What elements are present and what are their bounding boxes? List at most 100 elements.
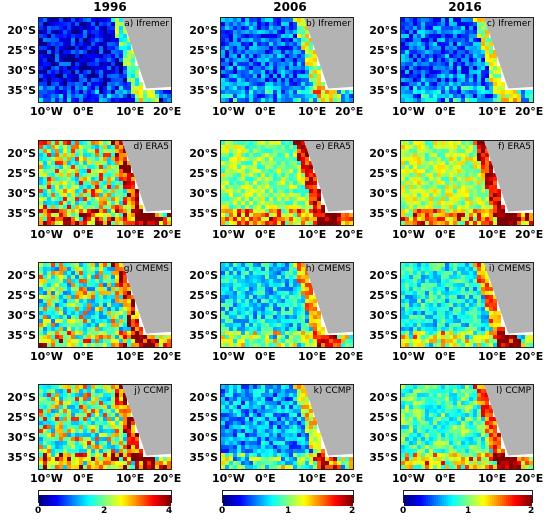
lat-tick-label: 20°S <box>7 147 36 160</box>
colorbar-swatch <box>300 495 303 506</box>
lat-tick-label: 20°S <box>369 24 398 37</box>
colorbar-swatch <box>338 495 342 506</box>
colorbar-swatch <box>283 495 287 506</box>
colorbar-swatch <box>514 495 517 506</box>
lat-tick-label: 30°S <box>7 431 36 444</box>
colorbar-1996-tick-2: 4 <box>166 506 173 516</box>
colorbar-swatch <box>117 495 121 506</box>
lat-tick-label: 30°S <box>369 64 398 77</box>
colorbar-swatch <box>440 495 443 506</box>
land-mask <box>122 263 171 334</box>
lon-tick-label: 20°E <box>153 472 182 485</box>
colorbar-swatch <box>342 495 346 506</box>
lat-tick-label: 25°S <box>189 167 218 180</box>
lat-tick-label: 30°S <box>189 187 218 200</box>
colorbar-swatch <box>78 495 81 506</box>
colorbar-swatch <box>148 495 151 506</box>
lon-tick-label: 10°E <box>298 472 327 485</box>
lon-tick-label: 0°E <box>435 350 456 363</box>
lat-tick-label: 30°S <box>189 431 218 444</box>
colorbar-1996-tick-1: 2 <box>101 506 108 516</box>
lat-tick-label: 20°S <box>189 269 218 282</box>
colorbar-swatch <box>150 495 154 506</box>
colorbar-swatch <box>166 495 170 506</box>
lat-tick-label: 30°S <box>369 187 398 200</box>
lon-tick-label: 0°E <box>435 472 456 485</box>
colorbar-swatch <box>480 495 483 506</box>
lat-tick-label: 30°S <box>369 431 398 444</box>
colorbar-swatch <box>462 495 465 506</box>
colorbar-swatch <box>45 495 48 506</box>
lon-tick-label: 0°E <box>255 105 276 118</box>
colorbar-swatch <box>312 495 316 506</box>
panel-label: k) CCMP <box>313 386 351 396</box>
panel-label: l) CCMP <box>496 386 531 396</box>
land-mask <box>484 141 533 212</box>
colorbar-swatch <box>416 495 419 506</box>
colorbar-swatch <box>428 495 431 506</box>
colorbar-swatch <box>57 495 61 506</box>
colorbar-swatch <box>456 495 459 506</box>
colorbar-swatch <box>72 495 75 506</box>
colorbar-swatch <box>229 495 232 506</box>
colorbar-swatch <box>135 495 139 506</box>
map-panel-2-2: i) CMEMS <box>400 262 534 348</box>
panel-label: b) Ifremer <box>306 19 351 29</box>
colorbar-swatch <box>98 495 102 506</box>
colorbar-swatch <box>412 495 415 506</box>
colorbar-swatch <box>237 495 240 506</box>
colorbar-swatch <box>306 495 309 506</box>
colorbar-swatch <box>67 495 71 506</box>
colorbar-1996 <box>38 490 172 506</box>
land-mask <box>304 263 353 334</box>
colorbar-1996-tick-0: 0 <box>35 506 42 516</box>
lon-tick-label: 20°E <box>153 350 182 363</box>
map-panel-1-0: d) ERA5 <box>38 140 172 226</box>
lon-tick-label: 20°E <box>335 350 364 363</box>
lon-tick-label: 10°W <box>392 472 425 485</box>
colorbar-swatch <box>109 495 112 506</box>
lon-tick-label: 10°E <box>478 472 507 485</box>
lat-tick-label: 20°S <box>189 391 218 404</box>
colorbar-2016-tick-1: 1 <box>465 506 472 516</box>
colorbar-swatch <box>418 495 421 506</box>
panel-label: h) CMEMS <box>305 264 351 274</box>
land-mask <box>484 385 533 456</box>
colorbar-swatch <box>406 495 409 506</box>
lat-tick-label: 35°S <box>369 329 398 342</box>
lat-tick-label: 35°S <box>369 207 398 220</box>
colorbar-swatch <box>484 495 487 506</box>
colorbar-swatch <box>127 495 131 506</box>
map-panel-3-1: k) CCMP <box>220 384 354 470</box>
colorbar-swatch <box>223 495 226 506</box>
colorbar-2006-tick-2: 2 <box>349 506 356 516</box>
lon-tick-label: 10°W <box>392 228 425 241</box>
lat-tick-label: 30°S <box>7 64 36 77</box>
map-panel-2-1: h) CMEMS <box>220 262 354 348</box>
lon-tick-label: 0°E <box>73 350 94 363</box>
colorbar-swatch <box>420 495 423 506</box>
lat-tick-label: 30°S <box>7 187 36 200</box>
colorbar-swatch <box>59 495 63 506</box>
colorbar-swatch <box>472 495 475 506</box>
lon-tick-label: 10°E <box>116 105 145 118</box>
land-mask <box>122 141 171 212</box>
colorbar-swatch <box>111 495 114 506</box>
colorbar-swatch <box>257 495 261 506</box>
colorbar-swatch <box>115 495 118 506</box>
lat-tick-label: 30°S <box>189 64 218 77</box>
colorbar-swatch <box>74 495 77 506</box>
colorbar-swatch <box>332 495 336 506</box>
colorbar-swatch <box>504 495 507 506</box>
colorbar-swatch <box>156 495 160 506</box>
colorbar-swatch <box>146 495 149 506</box>
lon-tick-label: 20°E <box>515 105 544 118</box>
colorbar-swatch <box>102 495 106 506</box>
lon-tick-label: 20°E <box>515 472 544 485</box>
lon-tick-label: 10°W <box>212 105 245 118</box>
colorbar-swatch <box>55 495 59 506</box>
colorbar-swatch <box>86 495 90 506</box>
colorbar-swatch <box>90 495 94 506</box>
lon-tick-label: 10°E <box>298 228 327 241</box>
land-mask <box>304 141 353 212</box>
